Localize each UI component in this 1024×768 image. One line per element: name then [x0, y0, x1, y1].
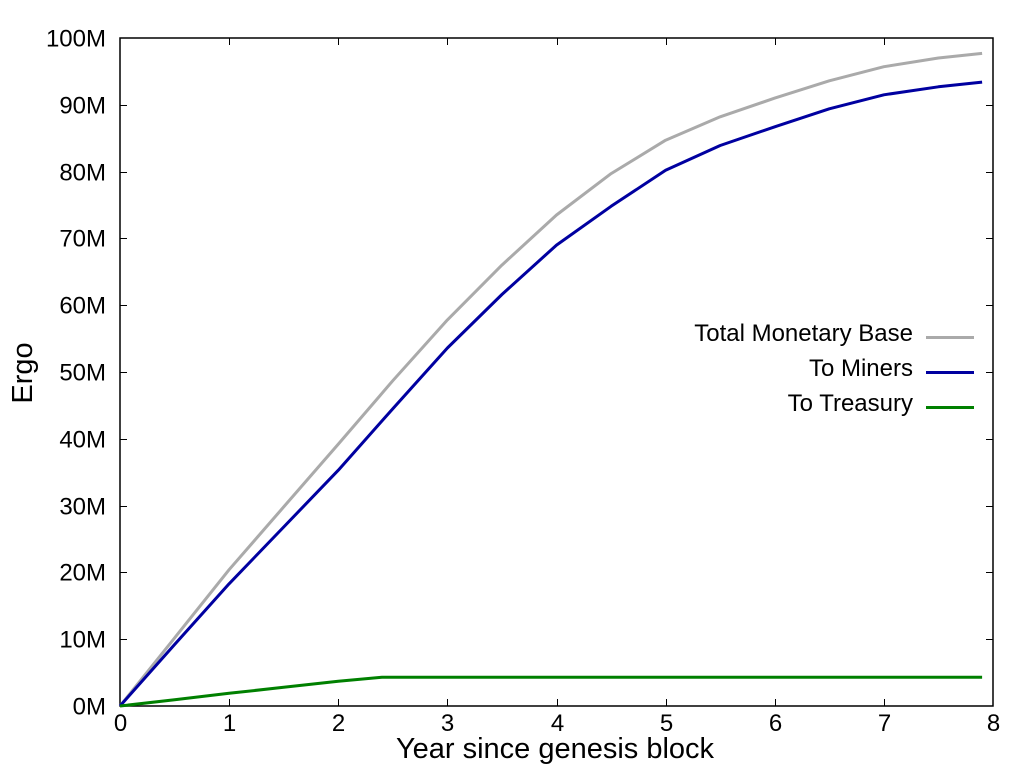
y-tick-label: 40M: [59, 427, 106, 454]
y-tick-label: 10M: [59, 627, 106, 654]
y-axis-title: Ergo: [7, 342, 39, 403]
series-line-to-miners: [118, 80, 983, 707]
x-tick-label: 0: [114, 710, 127, 737]
y-tick-label: 30M: [59, 494, 106, 521]
x-axis-title: Year since genesis block: [396, 733, 715, 765]
y-tick-label: 70M: [59, 226, 106, 253]
legend-label: To Treasury: [788, 390, 913, 417]
series-layer: [118, 51, 983, 708]
x-axis: 0 1 2 3 4 5 6 7 8: [114, 38, 1000, 737]
y-tick-label: 80M: [59, 160, 106, 187]
x-tick-label: 5: [660, 710, 673, 737]
legend-label: Total Monetary Base: [694, 320, 913, 347]
legend-label: To Miners: [809, 355, 913, 382]
x-tick-label: 2: [332, 710, 345, 737]
y-tick-label: 50M: [59, 360, 106, 387]
y-tick-label: 100M: [46, 26, 106, 53]
y-tick-label: 90M: [59, 93, 106, 120]
y-tick-label: 0M: [73, 694, 106, 721]
x-tick-label: 8: [987, 710, 1000, 737]
series-line-total-monetary-base: [118, 51, 983, 707]
x-tick-label: 3: [441, 710, 454, 737]
legend: Total Monetary Base To Miners To Treasury: [694, 320, 974, 417]
series-line-to-treasury: [119, 675, 983, 708]
x-tick-label: 1: [223, 710, 236, 737]
x-tick-label: 4: [551, 710, 564, 737]
x-tick-label: 6: [769, 710, 782, 737]
y-axis: 0M 10M 20M 30M 40M 50M 60M 70M 80M 90M 100M: [46, 26, 993, 721]
x-tick-label: 7: [878, 710, 891, 737]
y-tick-label: 20M: [59, 560, 106, 587]
y-tick-label: 60M: [59, 293, 106, 320]
